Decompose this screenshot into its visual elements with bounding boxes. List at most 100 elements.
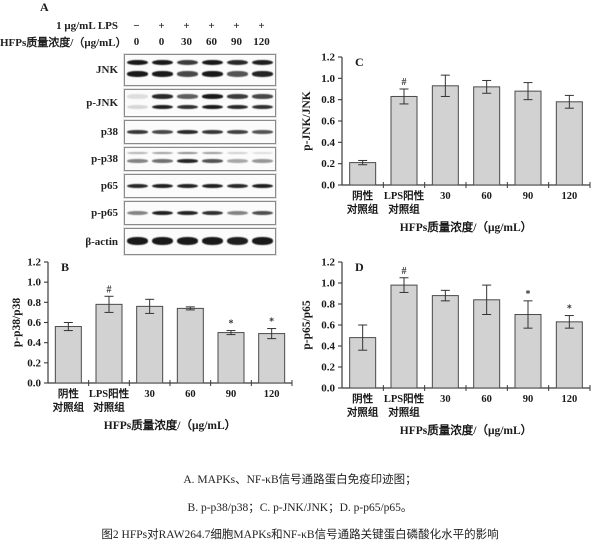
- protein-band: [202, 129, 223, 134]
- blot-lane: [125, 90, 150, 116]
- bar: [258, 333, 286, 384]
- y-tick-label: 0.0: [321, 180, 335, 192]
- protein-band: [152, 129, 173, 134]
- blot-lane: [200, 90, 225, 116]
- protein-band: [127, 183, 148, 188]
- lps-lane-value: +: [208, 20, 215, 32]
- blot-row-p-JNK: p-JNK: [0, 89, 280, 117]
- blot-lane: [125, 175, 150, 197]
- y-tick-label: 0.6: [27, 317, 41, 329]
- protein-band: [252, 71, 273, 77]
- blot-lane: [225, 121, 250, 143]
- lps-lane-values: − + + + + +: [124, 20, 274, 32]
- protein-band: [202, 71, 223, 77]
- x-category-label: 30: [440, 191, 451, 202]
- protein-band: [177, 210, 198, 215]
- y-tick-label: 1.0: [321, 73, 335, 85]
- blot-lane: [225, 202, 250, 224]
- protein-band: [177, 158, 198, 163]
- protein-band: [252, 237, 273, 245]
- protein-band: [177, 71, 198, 77]
- concentration-lane-value: 0: [133, 36, 140, 48]
- blot-label: p-JNK: [86, 97, 118, 109]
- blot-lane: [125, 121, 150, 143]
- protein-band: [252, 158, 273, 163]
- bar: [555, 321, 583, 389]
- panel-letter: B: [61, 260, 69, 274]
- y-tick-label: 0.2: [321, 158, 335, 170]
- y-tick-label: 0.4: [27, 337, 41, 349]
- protein-band: [202, 59, 223, 65]
- bar: [136, 305, 164, 384]
- bar: [390, 95, 418, 186]
- y-tick-label: 0.4: [321, 137, 335, 149]
- significance-marker: #: [107, 284, 112, 295]
- blot-image: [124, 201, 276, 225]
- significance-marker: *: [269, 317, 274, 328]
- protein-band: [152, 151, 173, 154]
- significance-marker: #: [402, 266, 407, 277]
- lps-lane-value: +: [233, 20, 240, 32]
- concentration-header-row: HFPs质量浓度/（μg/mL） 0 0 30 60 90 120: [0, 34, 280, 50]
- y-tick-label: 1.2: [321, 52, 335, 64]
- protein-band: [127, 59, 148, 65]
- bar: [95, 303, 123, 384]
- lps-lane-value: −: [133, 20, 140, 32]
- blot-lane: [175, 175, 200, 197]
- x-category-label: LPS阳性: [384, 392, 425, 405]
- protein-band: [127, 71, 148, 77]
- blot-label: p65: [100, 180, 118, 192]
- x-category-label: 阴性: [352, 189, 373, 202]
- protein-band: [252, 104, 273, 109]
- blot-row-p65: p65: [0, 174, 280, 198]
- bar: [54, 326, 82, 384]
- blot-lane: [225, 229, 250, 254]
- blot-lane: [250, 175, 275, 197]
- significance-marker: #: [402, 77, 407, 88]
- blot-row-β-actin: β-actin: [0, 228, 280, 255]
- blot-lane: [125, 148, 150, 170]
- blot-lane: [175, 229, 200, 254]
- blot-row-p-p65: p-p65: [0, 201, 280, 225]
- blot-image: [124, 89, 276, 117]
- blot-lane: [225, 55, 250, 85]
- blot-lane: [200, 121, 225, 143]
- blot-image: [124, 147, 276, 171]
- bar: [514, 90, 542, 186]
- x-category-label: 30: [144, 389, 155, 400]
- significance-marker: *: [229, 319, 234, 330]
- protein-band: [202, 237, 223, 245]
- blot-lane: [150, 121, 175, 143]
- protein-band: [252, 94, 273, 99]
- bar: [349, 162, 377, 186]
- bar: [217, 332, 245, 384]
- protein-band: [202, 151, 223, 154]
- blot-lane: [225, 90, 250, 116]
- y-tick-label: 1.2: [27, 257, 41, 269]
- blot-row-JNK: JNK: [0, 54, 280, 86]
- blot-lane: [175, 148, 200, 170]
- y-tick-label: 0.2: [321, 362, 335, 374]
- protein-band: [152, 104, 173, 109]
- protein-band: [152, 71, 173, 77]
- caption-line-1: A. MAPKs、NF-κB信号通路蛋白免疫印迹图；: [183, 474, 417, 486]
- blot-lane: [150, 148, 175, 170]
- blot-label: p-p65: [91, 207, 118, 219]
- concentration-lane-value: 30: [181, 36, 192, 48]
- x-category-label: 阴性: [352, 392, 373, 405]
- significance-marker: *: [526, 289, 531, 300]
- blot-lane: [175, 55, 200, 85]
- x-category-label: 30: [440, 394, 451, 405]
- blot-lane: [125, 229, 150, 254]
- x-axis-title: HFPs质量浓度/（μg/mL）: [104, 418, 236, 432]
- concentration-lane-value: 120: [253, 36, 270, 48]
- caption-line-2: B. p-p38/p38；C. p-JNK/JNK；D. p-p65/p65。: [187, 502, 413, 514]
- y-tick-label: 0.8: [321, 94, 335, 106]
- x-category-label: 对照组: [347, 406, 379, 419]
- concentration-row-label: HFPs质量浓度/（μg/mL）: [0, 37, 127, 49]
- blot-label: JNK: [96, 64, 118, 76]
